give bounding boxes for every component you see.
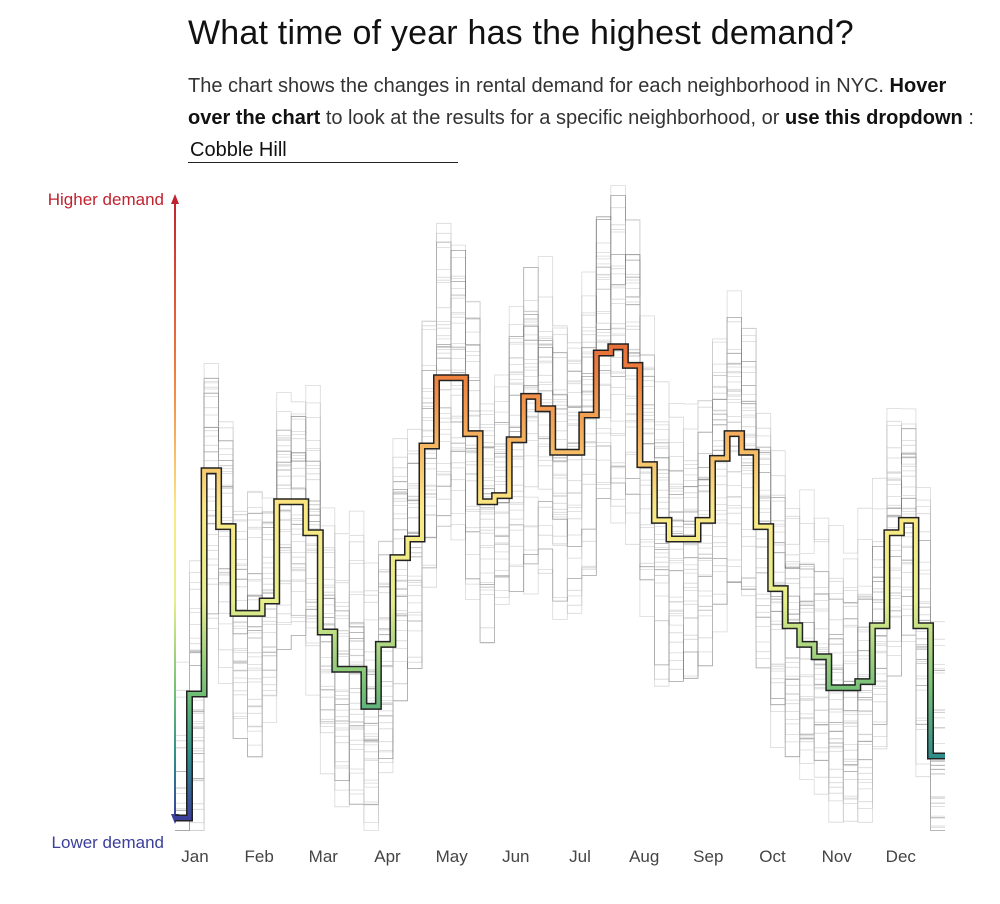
background-series-line[interactable] — [175, 287, 945, 831]
month-label-may: May — [436, 847, 469, 866]
background-series-line[interactable] — [175, 442, 945, 831]
background-series-line[interactable] — [175, 195, 945, 831]
neighborhood-dropdown[interactable]: Cobble Hill — [188, 138, 458, 163]
desc-bold-dropdown: use this dropdown — [784, 107, 963, 129]
month-label-nov: Nov — [822, 847, 853, 866]
y-axis-up-arrow — [171, 194, 179, 204]
background-series-line[interactable] — [175, 254, 945, 811]
page-title: What time of year has the highest demand… — [188, 14, 854, 52]
demand-chart[interactable]: Higher demand Lower demand Jan Feb Mar Apr M… — [0, 170, 1000, 900]
background-series-line[interactable] — [175, 369, 945, 749]
highlighted-series-line[interactable] — [175, 344, 945, 820]
highlighted-series-outline — [175, 343, 945, 822]
background-series-line[interactable] — [175, 343, 945, 831]
month-label-apr: Apr — [374, 847, 401, 866]
background-series-line[interactable] — [175, 335, 945, 831]
background-series-line[interactable] — [175, 426, 945, 831]
month-label-jul: Jul — [569, 847, 591, 866]
desc-bold-hover: Hover over the chart — [188, 75, 947, 129]
y-axis-top-label: Higher demand — [48, 190, 164, 209]
month-label-dec: Dec — [886, 847, 917, 866]
background-series-line[interactable] — [175, 328, 945, 831]
month-label-jan: Jan — [181, 847, 208, 866]
background-series-line[interactable] — [175, 421, 945, 831]
x-axis-month-labels: Jan Feb Mar Apr May Jun Jul Aug Sep Oct Nov Dec — [181, 847, 916, 866]
background-series-line[interactable] — [175, 256, 945, 713]
month-label-oct: Oct — [759, 847, 786, 866]
highlighted-series — [175, 343, 945, 822]
month-label-mar: Mar — [309, 847, 339, 866]
month-label-aug: Aug — [629, 847, 659, 866]
background-series-line[interactable] — [175, 207, 945, 789]
background-neighborhood-lines — [175, 185, 945, 831]
month-label-jun: Jun — [502, 847, 529, 866]
background-series-line[interactable] — [175, 298, 945, 831]
background-series-line[interactable] — [175, 342, 945, 831]
y-axis-bottom-label: Lower demand — [52, 833, 164, 852]
desc-text-1: The chart shows the changes in rental de… — [188, 75, 890, 97]
desc-text-3: : — [962, 107, 974, 129]
month-label-feb: Feb — [245, 847, 274, 866]
background-series-line[interactable] — [175, 229, 945, 831]
background-series-line[interactable] — [175, 224, 945, 804]
chart-description: The chart shows the changes in rental de… — [188, 70, 978, 166]
desc-text-2: to look at the results for a specific ne… — [320, 107, 785, 129]
month-label-sep: Sep — [693, 847, 723, 866]
